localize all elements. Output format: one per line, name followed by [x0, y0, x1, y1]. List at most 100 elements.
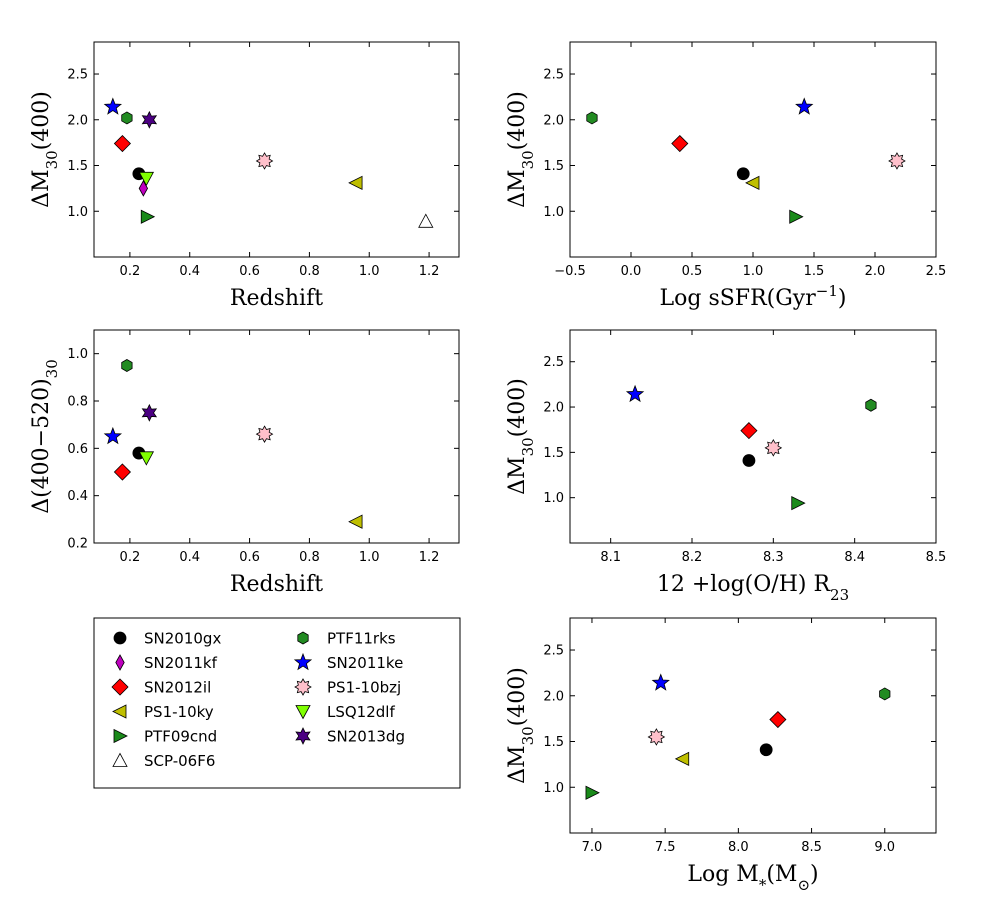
- data-point-ptf09cnd: [585, 785, 600, 800]
- x-tick-label: 0.8: [299, 264, 320, 279]
- data-point-ps1-10ky: [348, 514, 363, 529]
- legend-marker-ps1-10bzj: [294, 678, 312, 696]
- chart-panel-4: 8.1 8.2 8.3 8.4 8.5 1.0 1.5 2.0 2.5 12 +log(O/H) …: [505, 329, 947, 604]
- data-point-ptf11rks: [865, 398, 877, 412]
- legend-label: PS1-10ky: [144, 703, 214, 721]
- y-tick-label: 1.5: [543, 446, 564, 461]
- legend-marker-sn2011kf: [115, 654, 125, 671]
- legend-marker-ptf11rks: [297, 631, 309, 645]
- data-point-sn2011ke: [625, 384, 645, 403]
- y-axis-label: Δ(400−520)30: [29, 359, 61, 514]
- x-tick-label: 2.5: [926, 264, 947, 279]
- data-point-ps1-10bzj: [764, 439, 783, 457]
- data-point-sn2013dg: [141, 403, 158, 422]
- data-point-ptf11rks: [121, 359, 133, 372]
- x-tick-label: 8.3: [763, 550, 784, 565]
- x-axis-label: Log sSFR(Gyr−1): [660, 282, 847, 311]
- y-tick-label: 0.2: [67, 537, 88, 552]
- legend-label: SCP-06F6: [144, 752, 215, 770]
- data-point-sn2012il: [113, 134, 131, 153]
- data-point-ps1-10bzj: [255, 425, 274, 443]
- x-tick-label: 0.6: [239, 264, 260, 279]
- x-tick-label: 0.8: [299, 550, 320, 565]
- data-point-ptf11rks: [586, 111, 598, 125]
- y-tick-label: 0.4: [67, 489, 88, 504]
- x-tick-label: 7.0: [582, 840, 603, 855]
- data-point-scp-06f6: [418, 213, 434, 228]
- data-point-sn2011ke: [103, 97, 123, 115]
- x-tick-label: 7.5: [655, 840, 676, 855]
- chart-panel-2: −0.5 0.0 0.5 1.0 1.5 2.0 2.5 1.0 1.5 2.0 2.5 Log sS…: [505, 41, 947, 311]
- y-axis-label: ΔM30(400): [29, 91, 61, 208]
- data-point-lsq12dlf: [138, 171, 155, 187]
- x-tick-label: 8.5: [926, 550, 947, 565]
- data-point-sn2012il: [113, 463, 131, 481]
- data-point-ps1-10ky: [674, 751, 690, 767]
- legend-label: LSQ12dlf: [327, 703, 395, 721]
- x-axis-label: 12 +log(O/H) R23: [657, 572, 849, 604]
- x-tick-label: 0.2: [120, 550, 141, 565]
- data-point-sn2012il: [671, 134, 689, 153]
- data-point-sn2013dg: [141, 110, 158, 129]
- x-tick-label: 0.5: [682, 264, 703, 279]
- legend-frame: [93, 617, 461, 789]
- legend-marker-lsq12dlf: [295, 705, 311, 720]
- legend-marker-sn2010gx: [113, 631, 127, 645]
- legend-label: SN2012il: [144, 679, 211, 697]
- x-tick-label: 0.4: [179, 264, 200, 279]
- legend-marker-ps1-10ky: [112, 704, 127, 719]
- y-tick-label: 2.0: [543, 401, 564, 416]
- legend-label: PTF09cnd: [144, 728, 217, 746]
- x-tick-label: 8.5: [801, 840, 822, 855]
- legend-marker-scp-06f6: [112, 752, 128, 767]
- legend-label: SN2011ke: [327, 654, 403, 672]
- chart-panel-1: 0.2 0.4 0.6 0.8 1.0 1.2 1.0 1.5 2.0 2.5 Redshift ΔM…: [29, 41, 460, 311]
- data-point-sn2011ke: [103, 426, 123, 445]
- x-tick-label: 1.2: [419, 264, 440, 279]
- data-point-ptf09cnd: [791, 495, 806, 511]
- x-tick-label: 0.2: [120, 264, 141, 279]
- y-tick-label: 1.0: [543, 491, 564, 506]
- y-axis-label: ΔM30(400): [505, 378, 537, 495]
- y-tick-label: 2.0: [543, 113, 564, 128]
- x-tick-label: 8.4: [844, 550, 865, 565]
- x-axis-label: Log M*(M⊙): [687, 862, 818, 894]
- y-tick-label: 2.5: [543, 355, 564, 370]
- x-tick-label: 8.0: [728, 840, 749, 855]
- x-tick-label: 1.0: [743, 264, 764, 279]
- data-point-lsq12dlf: [138, 451, 155, 466]
- data-point-ps1-10bzj: [255, 152, 274, 170]
- legend: SN2010gx SN2011kf SN2012il PS1-10ky PTF09cnd…: [93, 617, 461, 789]
- x-tick-label: 9.0: [874, 840, 895, 855]
- x-tick-label: 8.2: [682, 550, 703, 565]
- y-tick-label: 1.0: [67, 347, 88, 362]
- x-tick-label: 1.0: [359, 264, 380, 279]
- x-tick-label: 2.0: [865, 264, 886, 279]
- legend-label: SN2011kf: [144, 654, 218, 672]
- data-point-sn2012il: [740, 422, 758, 440]
- y-tick-label: 0.6: [67, 442, 88, 457]
- legend-marker-sn2012il: [111, 678, 129, 696]
- plot-frame: [93, 41, 460, 258]
- data-point-sn2010gx: [759, 743, 773, 757]
- data-point-sn2010gx: [742, 454, 756, 467]
- data-point-ps1-10ky: [348, 175, 363, 191]
- data-point-ptf11rks: [879, 687, 891, 701]
- data-point-sn2012il: [769, 710, 787, 729]
- x-tick-label: 1.5: [804, 264, 825, 279]
- plot-frame: [569, 329, 937, 544]
- data-point-ptf09cnd: [140, 209, 156, 224]
- y-tick-label: 1.0: [543, 781, 564, 796]
- legend-marker-ptf09cnd: [113, 728, 128, 744]
- x-axis-label: Redshift: [230, 572, 323, 597]
- y-tick-label: 1.5: [67, 159, 88, 174]
- legend-label: SN2010gx: [144, 630, 221, 648]
- x-tick-label: 0.0: [621, 264, 642, 279]
- y-tick-label: 2.5: [543, 68, 564, 83]
- x-tick-label: 1.2: [419, 550, 440, 565]
- x-axis-label: Redshift: [230, 286, 323, 311]
- y-axis-label: ΔM30(400): [505, 667, 537, 784]
- y-tick-label: 1.5: [543, 735, 564, 750]
- plot-frame: [93, 329, 460, 544]
- y-tick-label: 1.0: [543, 205, 564, 220]
